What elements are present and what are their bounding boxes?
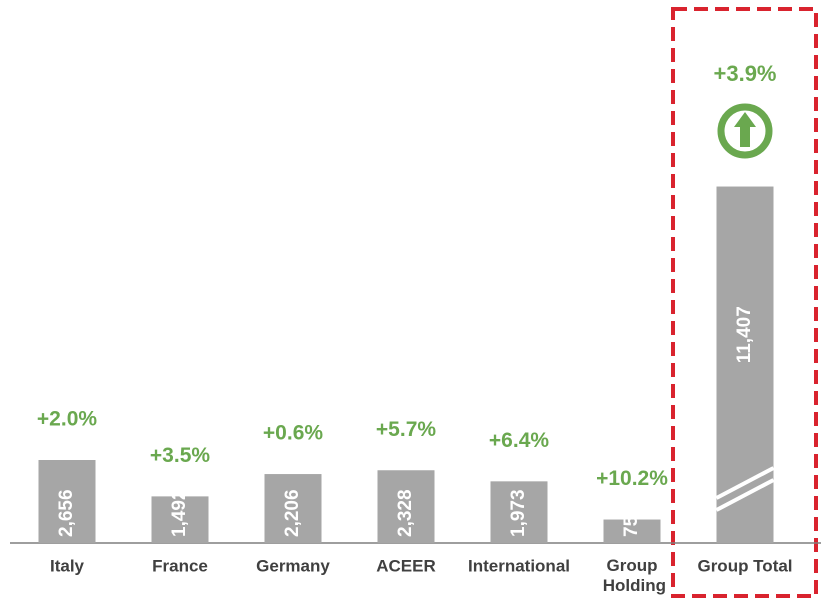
growth-label: +5.7% [376,418,436,441]
growth-label: +0.6% [263,422,323,445]
bar [377,470,435,543]
highlight-box [671,7,818,598]
bar [490,481,548,543]
x-tick-label: Italy [50,556,85,575]
up-arrow-circle [717,103,773,159]
x-tick-label: Group Holding [598,556,666,595]
x-tick-label: Group Total [697,556,792,575]
x-tick-label: Germany [256,556,330,575]
growth-label: +2.0% [37,408,97,431]
value-label: 1,973 [508,489,529,537]
value-label: 11,407 [734,306,755,363]
value-label: 2,328 [395,489,416,537]
bar [603,519,661,543]
x-tick-label: France [152,556,208,575]
value-label: 2,656 [56,489,77,537]
growth-label: +6.4% [489,429,549,452]
value-label: 1,492 [169,489,190,537]
growth-label: +10.2% [596,467,668,490]
growth-label: +3.9% [714,61,777,86]
bar [716,186,774,543]
x-tick-label: International [468,556,570,575]
up-arrow [734,112,756,147]
x-tick-label: ACEER [376,556,436,575]
bar [38,460,96,543]
growth-label: +3.5% [150,444,210,467]
bar [151,496,209,543]
axis-break [715,466,775,512]
value-label: 2,206 [282,489,303,537]
bar [264,474,322,543]
value-label: 751 [621,505,642,537]
